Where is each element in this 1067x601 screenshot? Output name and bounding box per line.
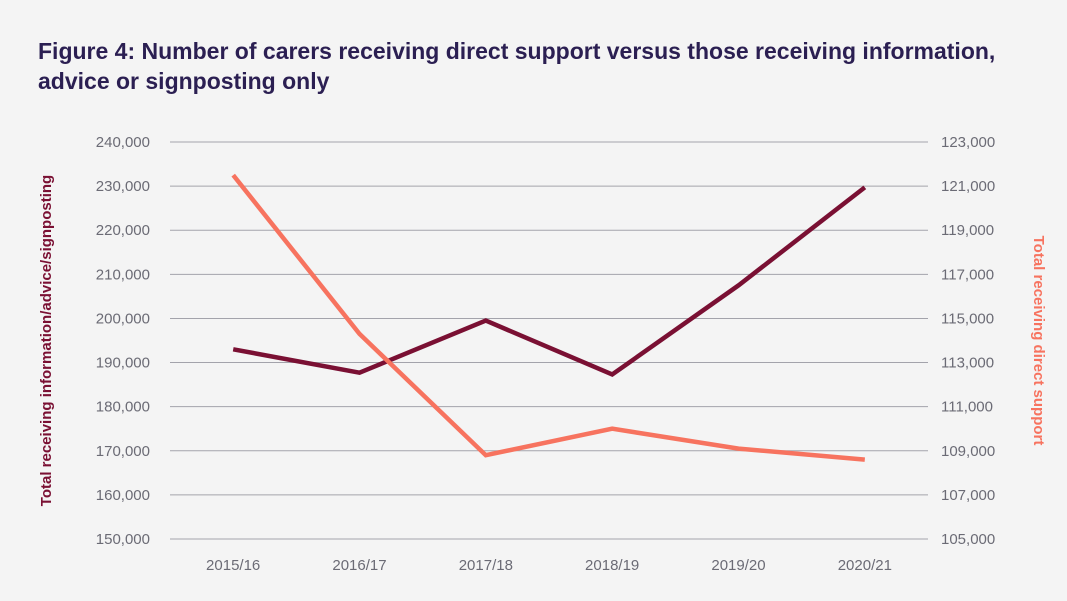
series-line-information-advice-signposting xyxy=(232,185,867,378)
left-tick-label: 200,000 xyxy=(96,310,150,327)
right-axis-label: Total receiving direct support xyxy=(1030,236,1047,446)
left-tick-label: 230,000 xyxy=(96,178,150,195)
right-tick-label: 105,000 xyxy=(941,531,995,548)
right-tick-label: 119,000 xyxy=(941,222,994,239)
left-axis-label: Total receiving information/advice/signp… xyxy=(38,175,55,506)
x-tick-label: 2020/21 xyxy=(838,557,892,574)
series-line-direct-support xyxy=(231,173,865,462)
right-tick-label: 107,000 xyxy=(941,487,995,504)
right-tick-label: 113,000 xyxy=(941,355,994,372)
left-tick-label: 180,000 xyxy=(96,399,150,416)
right-tick-label: 109,000 xyxy=(941,443,995,460)
left-tick-label: 170,000 xyxy=(96,443,150,460)
left-tick-label: 160,000 xyxy=(96,487,150,504)
left-tick-label: 190,000 xyxy=(96,355,150,372)
left-tick-label: 220,000 xyxy=(96,222,150,239)
right-tick-label: 121,000 xyxy=(941,178,995,195)
x-tick-label: 2015/16 xyxy=(206,557,260,574)
right-tick-label: 117,000 xyxy=(941,266,994,283)
x-tick-label: 2019/20 xyxy=(711,557,765,574)
right-tick-label: 111,000 xyxy=(941,399,993,416)
right-tick-label: 123,000 xyxy=(941,134,995,151)
x-tick-label: 2017/18 xyxy=(459,557,513,574)
left-tick-label: 240,000 xyxy=(96,134,150,151)
left-tick-label: 150,000 xyxy=(96,531,150,548)
x-tick-label: 2016/17 xyxy=(332,557,386,574)
x-tick-label: 2018/19 xyxy=(585,557,639,574)
left-tick-label: 210,000 xyxy=(96,266,150,283)
right-tick-label: 115,000 xyxy=(941,310,994,327)
chart-title: Figure 4: Number of carers receiving dir… xyxy=(38,38,996,94)
